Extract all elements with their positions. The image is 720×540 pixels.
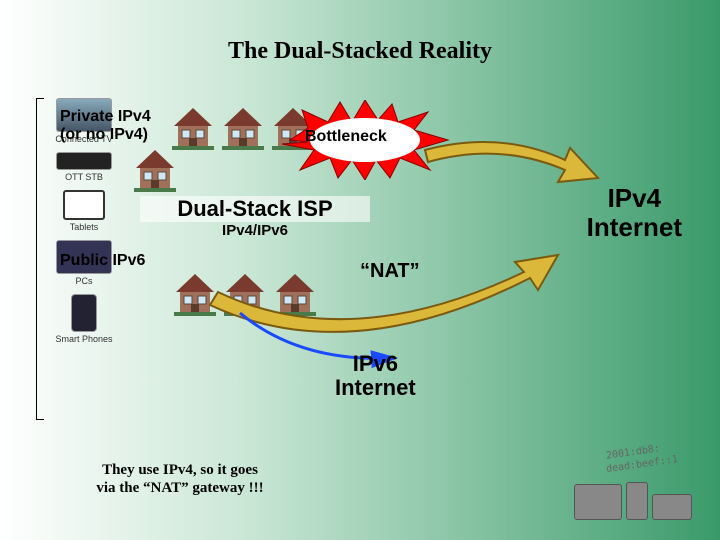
device-stb: OTT STB xyxy=(48,152,120,182)
house-icon xyxy=(170,104,216,150)
private-line1: Private IPv4 xyxy=(60,108,151,125)
router-icon xyxy=(652,494,692,520)
house-icon xyxy=(132,146,178,192)
phone-icon xyxy=(626,482,648,520)
ipv6-internet-label: IPv6 Internet xyxy=(335,352,416,400)
device-label: PCs xyxy=(48,276,120,286)
isp-title: Dual-Stack ISP xyxy=(140,196,370,222)
tablet-icon xyxy=(63,190,105,220)
bottleneck-label: Bottleneck xyxy=(305,128,387,146)
footer-caption: They use IPv4, so it goes via the “NAT” … xyxy=(50,461,310,499)
footer-l2: via the “NAT” gateway !!! xyxy=(96,480,263,496)
private-ipv4-label: Private IPv4 (or no IPv4) xyxy=(60,108,151,143)
ipv4-l1: IPv4 xyxy=(608,183,662,213)
nat-label: “NAT” xyxy=(360,260,420,283)
isp-subtitle: IPv4/IPv6 xyxy=(140,222,370,239)
house-icon xyxy=(220,104,266,150)
device-phone: Smart Phones xyxy=(48,294,120,344)
device-label: OTT STB xyxy=(48,172,120,182)
footer-l1: They use IPv4, so it goes xyxy=(102,462,258,478)
phone-icon xyxy=(71,294,97,332)
ipv4-l2: Internet xyxy=(587,212,682,242)
ipv6-l1: IPv6 xyxy=(353,351,398,376)
device-tablet: Tablets xyxy=(48,190,120,232)
slide-title: The Dual-Stacked Reality xyxy=(0,38,720,65)
pc-icon xyxy=(574,484,622,520)
public-ipv6-label: Public IPv6 xyxy=(60,252,145,270)
device-label: Tablets xyxy=(48,222,120,232)
device-label: Smart Phones xyxy=(48,334,120,344)
isp-box: Dual-Stack ISP IPv4/IPv6 xyxy=(140,196,370,239)
private-line2: (or no IPv4) xyxy=(60,126,148,143)
ipv4-internet-label: IPv4 Internet xyxy=(587,184,682,241)
stb-icon xyxy=(56,152,112,170)
ipv6-l2: Internet xyxy=(335,375,416,400)
footer-devices xyxy=(574,482,692,520)
